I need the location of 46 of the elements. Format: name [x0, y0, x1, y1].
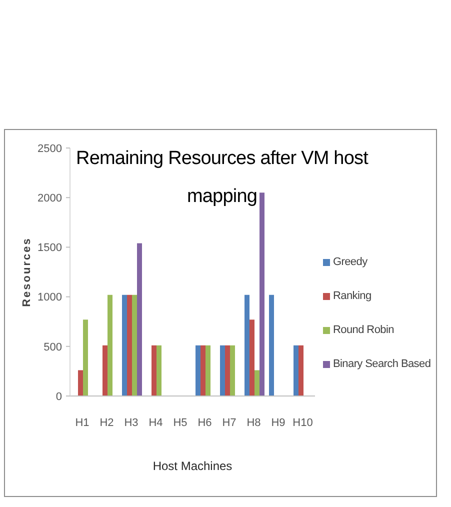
bar	[108, 294, 112, 396]
bar	[132, 294, 137, 396]
legend-label: Ranking	[333, 290, 372, 302]
y-tick-label: 500	[44, 341, 62, 354]
bar	[152, 345, 156, 396]
bar	[244, 294, 250, 396]
bar	[298, 345, 304, 396]
x-tick-label: H5	[173, 416, 188, 429]
bar	[127, 294, 132, 396]
bar	[200, 345, 206, 396]
x-tick-label: H10	[292, 416, 313, 429]
x-axis-title: Host Machines	[152, 459, 232, 473]
y-tick-label: 0	[56, 390, 62, 403]
y-tick-label: 1500	[38, 242, 62, 254]
x-tick-label: H6	[198, 416, 212, 429]
bar	[122, 294, 127, 396]
bar	[269, 294, 274, 396]
bar	[83, 320, 88, 396]
bar	[294, 345, 298, 396]
y-tick-label: 1000	[38, 292, 62, 304]
legend-label: Round Robin	[333, 324, 394, 336]
bar	[78, 370, 83, 396]
x-tick-label: H4	[148, 416, 163, 429]
y-tick-label: 2500	[38, 142, 62, 155]
x-tick-label: H8	[246, 416, 261, 429]
bar	[206, 345, 210, 396]
bar	[137, 243, 142, 396]
bar	[102, 345, 108, 396]
bar	[196, 345, 200, 396]
y-tick-label: 2000	[38, 192, 62, 205]
x-tick-label: H1	[75, 416, 90, 429]
bar	[254, 370, 260, 396]
bar	[250, 320, 254, 396]
text: Remaining Resources after VM host mapping	[75, 147, 370, 209]
y-axis-title: Resources	[21, 237, 33, 307]
legend-label: Greedy	[333, 256, 368, 268]
bar	[225, 345, 230, 396]
x-tick-label: H7	[222, 416, 236, 429]
bar	[156, 345, 162, 396]
bar	[220, 345, 225, 396]
x-tick-label: H2	[100, 416, 114, 429]
legend-label: Binary Search Based	[333, 358, 431, 370]
x-tick-label: H3	[124, 416, 138, 429]
bar	[260, 192, 264, 396]
bar	[230, 345, 235, 396]
x-tick-label: H9	[271, 416, 286, 429]
